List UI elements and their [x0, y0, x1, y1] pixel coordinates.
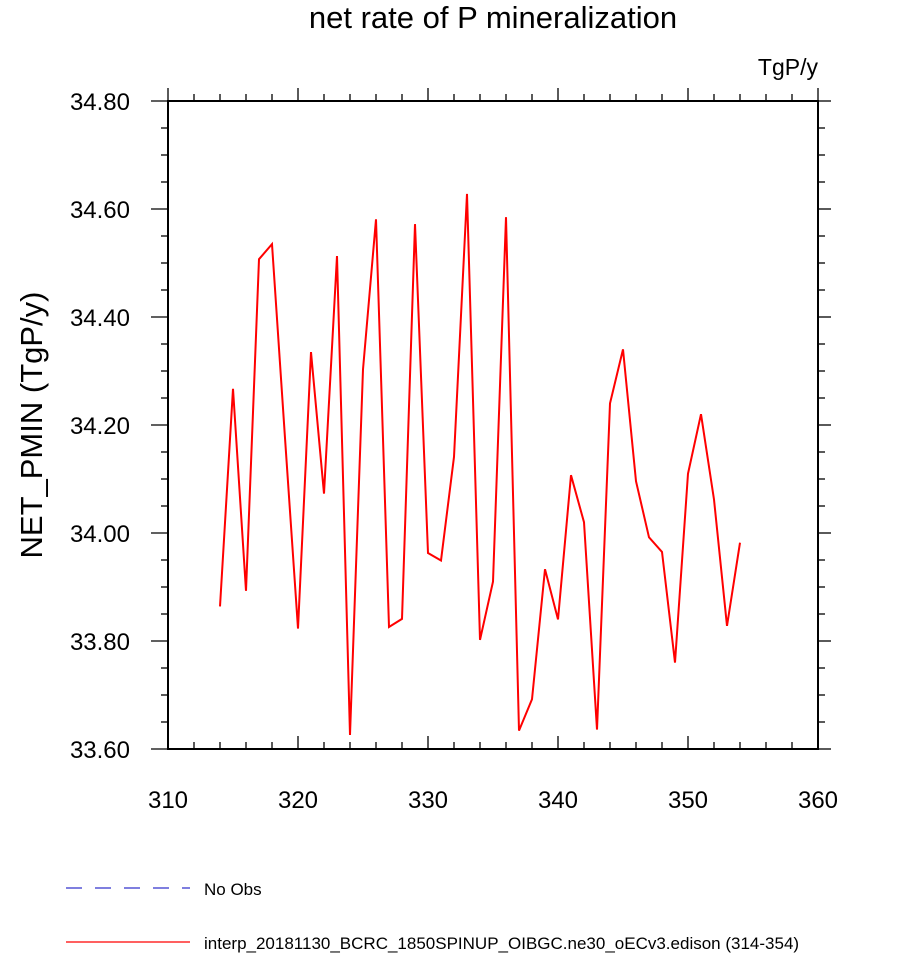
x-tick-label: 330	[408, 787, 448, 814]
x-tick-label: 320	[278, 787, 318, 814]
series-layer	[219, 193, 741, 736]
legend: No Obs interp_20181130_BCRC_1850SPINUP_O…	[66, 880, 799, 953]
x-tick-label: 340	[538, 787, 578, 814]
x-tick-label: 310	[148, 787, 188, 814]
y-tick-label: 34.60	[70, 197, 130, 224]
legend-label-model: interp_20181130_BCRC_1850SPINUP_OIBGC.ne…	[204, 934, 799, 953]
units-label: TgP/y	[758, 54, 819, 80]
tick-labels: 310 320 330 340 350 360 33.60 33.80 34.00 34.20 34…	[70, 89, 838, 814]
x-tick-label: 360	[798, 787, 838, 814]
chart-title: net rate of P mineralization	[309, 0, 677, 35]
y-tick-label: 33.80	[70, 629, 130, 656]
y-tick-label: 34.00	[70, 521, 130, 548]
y-tick-label: 34.40	[70, 305, 130, 332]
plot-frame	[167, 100, 819, 750]
axis-ticks	[151, 88, 831, 750]
y-tick-label: 34.80	[70, 89, 130, 116]
x-tick-label: 350	[668, 787, 708, 814]
y-tick-label: 34.20	[70, 413, 130, 440]
series-line	[219, 193, 741, 736]
y-tick-label: 33.60	[70, 737, 130, 764]
y-axis-label: NET_PMIN (TgP/y)	[14, 292, 49, 559]
legend-label-no-obs: No Obs	[204, 880, 262, 899]
